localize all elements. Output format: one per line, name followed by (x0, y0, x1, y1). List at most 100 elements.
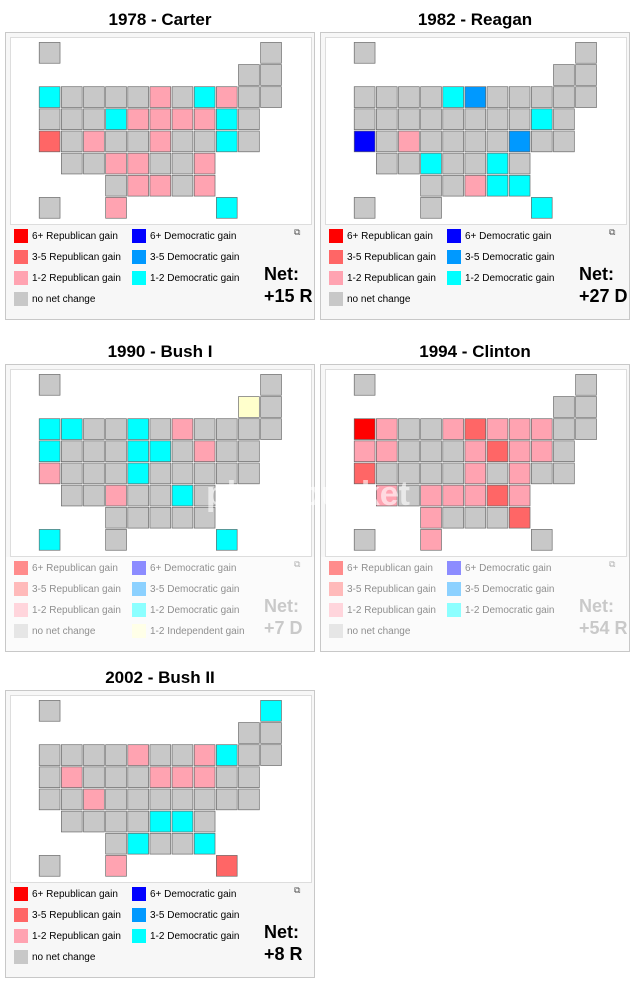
state-me (575, 374, 597, 396)
state-ia (442, 440, 464, 463)
state-nv (376, 108, 398, 131)
legend-item-d35: 3-5 Democratic gain (132, 582, 239, 598)
legend-item-d12: 1-2 Democratic gain (132, 603, 239, 619)
expand-icon[interactable]: ⧉ (294, 227, 301, 237)
legend-item-d12: 1-2 Democratic gain (447, 603, 554, 619)
legend-item-r35: 3-5 Republican gain (329, 582, 436, 598)
state-nc (171, 152, 194, 175)
state-va (193, 788, 216, 811)
state-ia (127, 440, 149, 463)
map-area (10, 369, 312, 557)
state-nd (420, 86, 442, 108)
state-mi (508, 418, 531, 440)
state-nh (260, 64, 282, 86)
state-ks (105, 484, 127, 507)
state-id (376, 86, 398, 108)
state-sd (420, 108, 442, 131)
expand-icon[interactable]: ⧉ (294, 885, 301, 895)
state-ar (442, 484, 464, 507)
state-nm (83, 810, 105, 833)
legend-label: 6+ Democratic gain (465, 231, 552, 242)
legend-label: no net change (347, 294, 411, 305)
state-ct (238, 766, 260, 789)
expand-icon[interactable]: ⧉ (609, 559, 616, 569)
state-or (38, 108, 61, 131)
state-id (376, 418, 398, 440)
state-nm (83, 152, 105, 175)
state-nd (105, 744, 127, 766)
legend-label: 6+ Democratic gain (150, 889, 237, 900)
state-ny (216, 744, 238, 766)
state-ct (238, 108, 260, 131)
state-co (83, 788, 105, 811)
legend-item-d35: 3-5 Democratic gain (447, 250, 554, 266)
expand-icon[interactable]: ⧉ (294, 559, 301, 569)
state-me (260, 700, 282, 722)
state-nv (61, 766, 83, 789)
state-wi (171, 418, 194, 440)
net-value: +15 R (264, 286, 313, 306)
state-ia (442, 108, 464, 131)
state-ar (442, 152, 464, 175)
legend-item-d6: 6+ Democratic gain (447, 561, 551, 577)
state-ga (193, 174, 216, 197)
us-state-map (353, 42, 597, 219)
legend-label: 6+ Democratic gain (465, 563, 552, 574)
state-mn (127, 418, 149, 440)
state-mo (127, 788, 149, 811)
state-ut (61, 462, 83, 485)
state-ri (553, 86, 575, 108)
panel-title: 1990 - Bush I (107, 342, 213, 361)
state-tx (105, 855, 127, 877)
state-ne (105, 462, 127, 485)
legend-label: 6+ Republican gain (32, 231, 118, 242)
state-il (149, 744, 172, 766)
legend-swatch (14, 229, 28, 244)
state-ks (420, 152, 442, 175)
state-ma (260, 744, 282, 766)
legend-item-r12: 1-2 Republican gain (14, 271, 121, 287)
legend-label: no net change (32, 952, 96, 963)
state-az (61, 152, 83, 175)
state-nm (398, 484, 420, 507)
map-box: ⧉ 6+ Republican gain 3-5 Republican gain 1… (5, 32, 315, 320)
expand-icon[interactable]: ⧉ (609, 227, 616, 237)
state-wa (38, 418, 61, 440)
state-nj (216, 440, 238, 463)
state-ok (105, 832, 127, 855)
net-value: +7 D (264, 618, 303, 638)
legend-swatch (329, 624, 343, 639)
legend-label: 1-2 Independent gain (150, 626, 245, 637)
legend-item-none: no net change (14, 292, 95, 308)
state-ak (353, 374, 376, 396)
state-pa (508, 108, 531, 131)
state-hi (353, 529, 376, 551)
state-ms (149, 832, 172, 855)
state-wv (171, 130, 194, 153)
state-nd (105, 86, 127, 108)
legend-item-d12: 1-2 Democratic gain (447, 271, 554, 287)
state-ne (105, 788, 127, 811)
state-mt (398, 86, 420, 108)
legend-label: 3-5 Democratic gain (150, 584, 240, 595)
state-mi (193, 744, 216, 766)
legend-item-d35: 3-5 Democratic gain (132, 908, 239, 924)
state-mo (127, 462, 149, 485)
panel-title: 1982 - Reagan (417, 10, 533, 29)
net-change: Net: +54 R (579, 595, 628, 639)
net-value: +27 D (579, 286, 628, 306)
net-label: Net: (264, 922, 299, 942)
state-tn (149, 484, 172, 507)
legend-label: 1-2 Republican gain (347, 605, 436, 616)
legend-swatch (14, 908, 28, 923)
legend-item-r35: 3-5 Republican gain (329, 250, 436, 266)
state-nc (171, 484, 194, 507)
legend-swatch (132, 582, 146, 597)
state-de (238, 788, 260, 811)
state-ut (376, 462, 398, 485)
legend-swatch (14, 929, 28, 944)
state-ma (575, 418, 597, 440)
state-sc (193, 810, 216, 833)
legend-label: 3-5 Democratic gain (465, 584, 555, 595)
state-pa (508, 440, 531, 463)
